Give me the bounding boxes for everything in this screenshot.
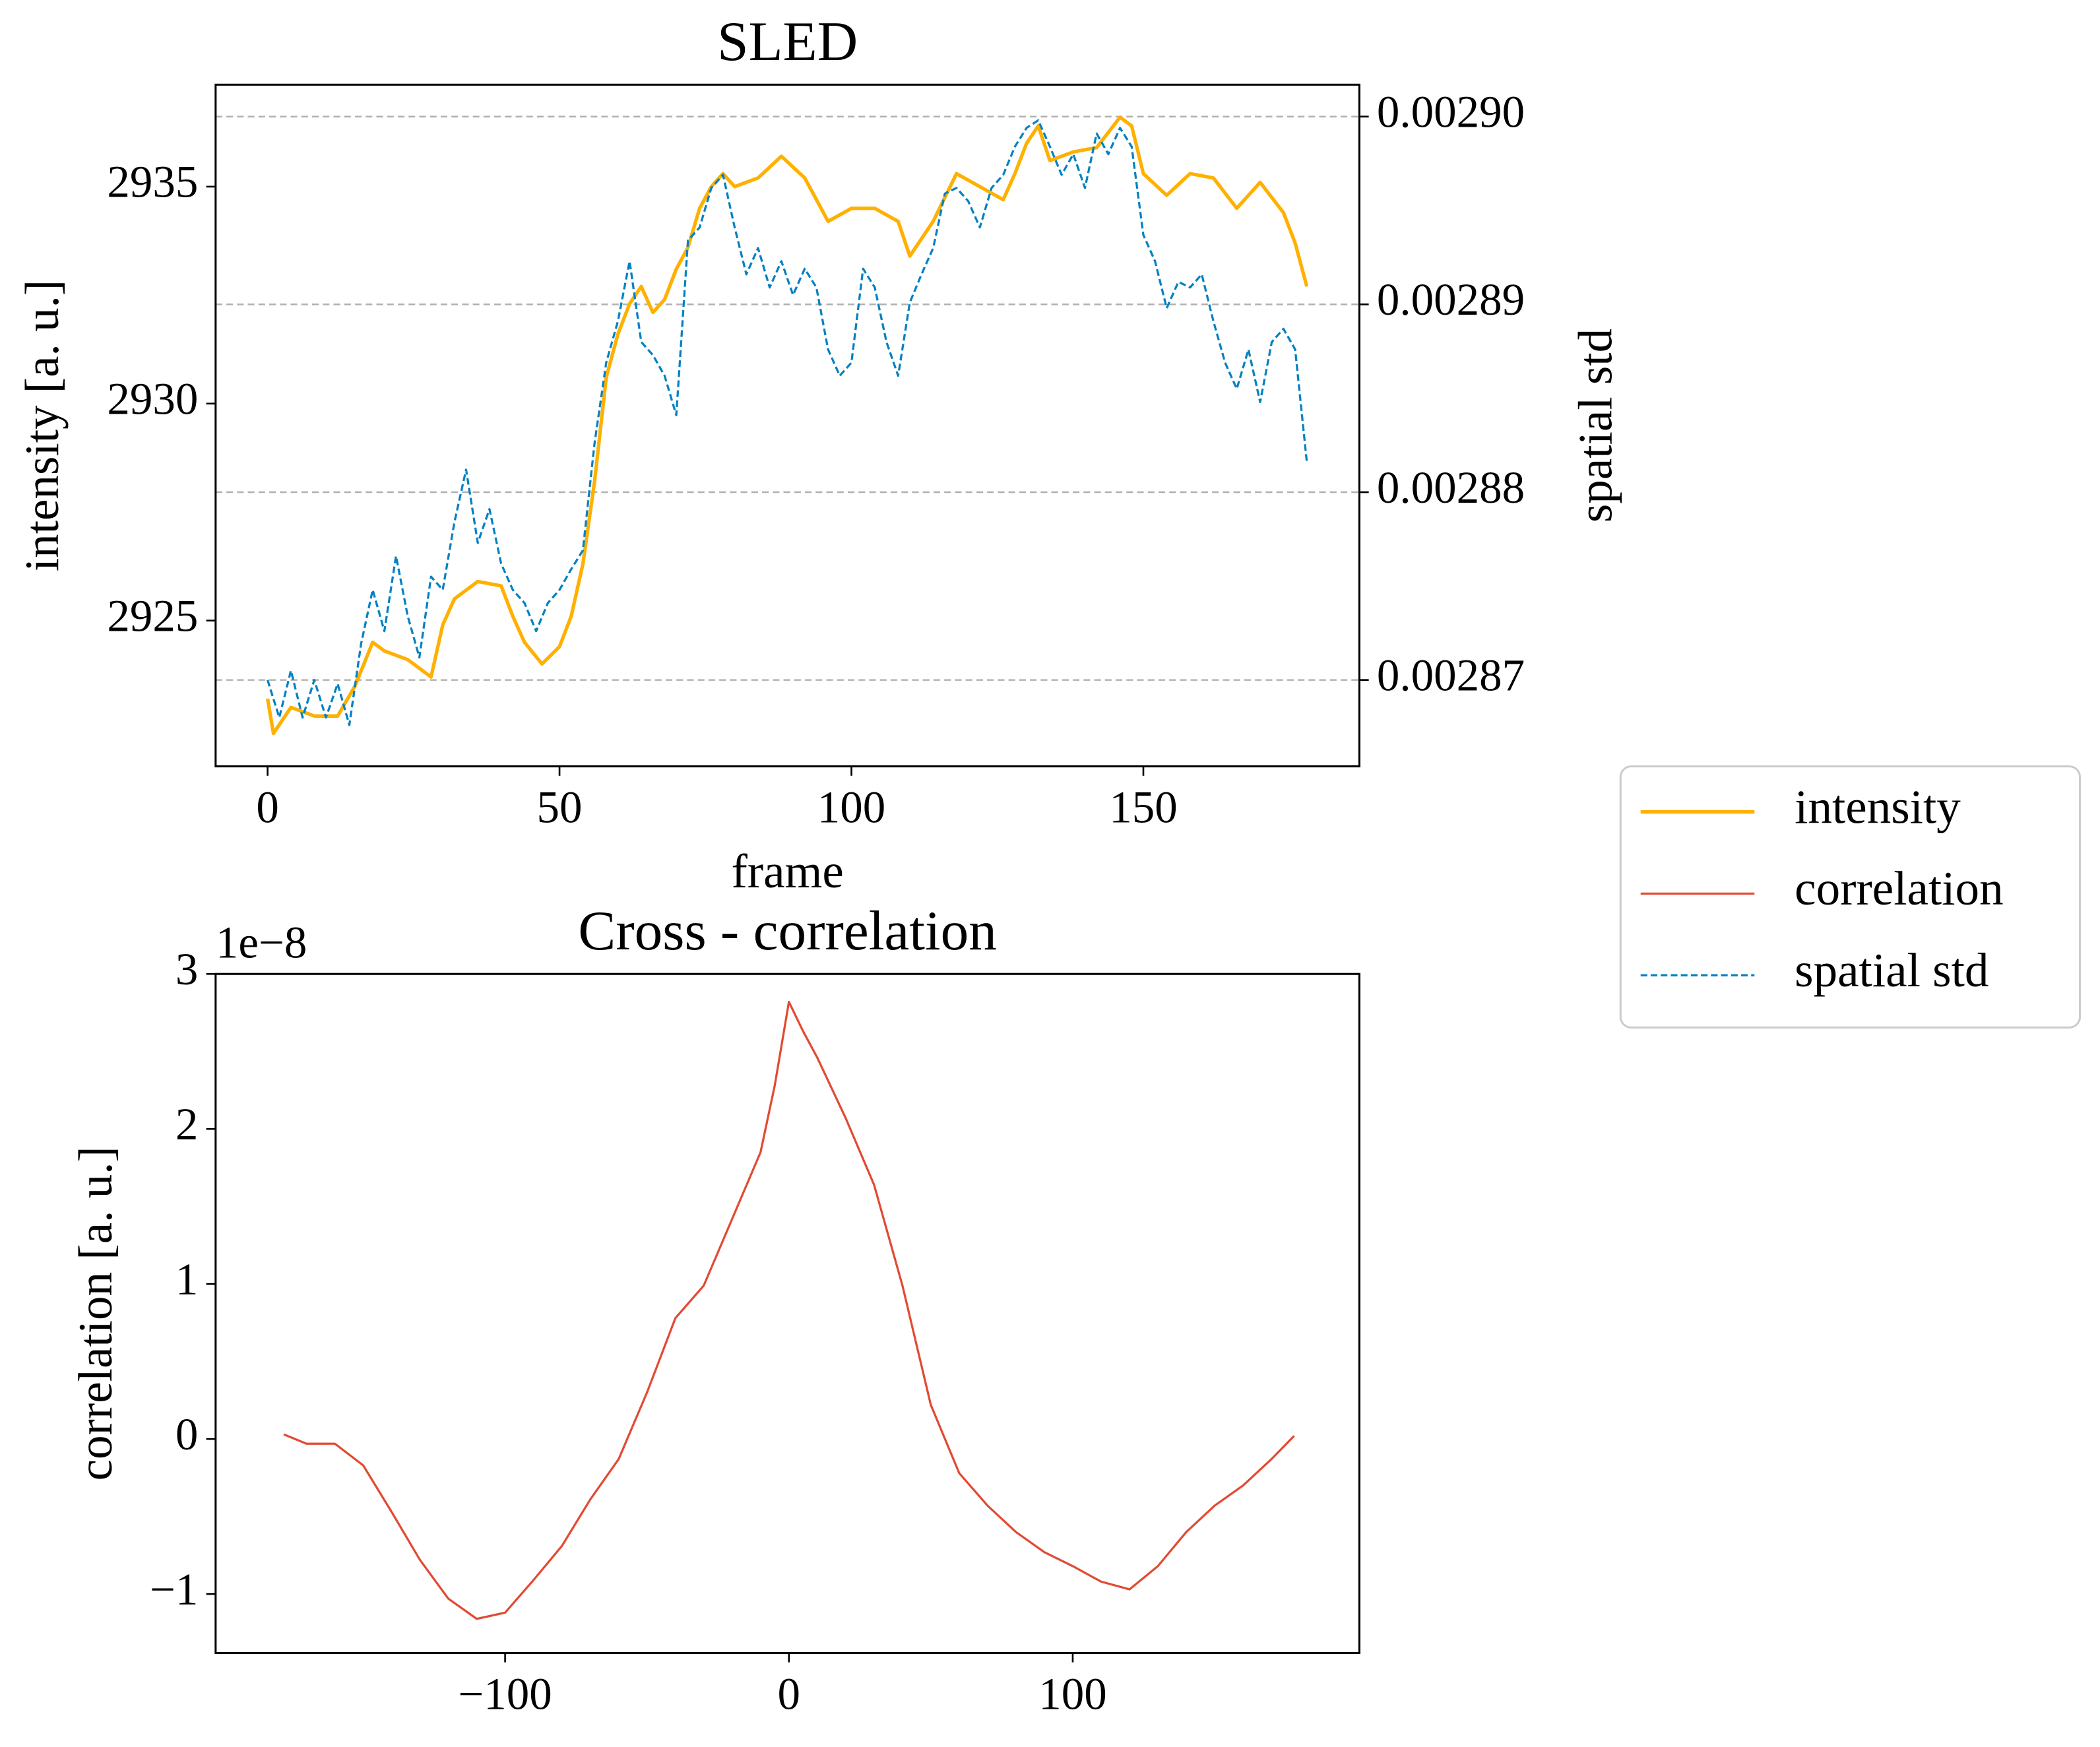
y-tick-label: 2935 [107, 157, 198, 207]
y2-tick-label: 0.00288 [1377, 462, 1525, 513]
y-tick-label: 1 [175, 1254, 199, 1304]
y-tick-label: 2 [175, 1099, 199, 1149]
legend-label: correlation [1795, 862, 2003, 915]
x-tick-label: 50 [537, 782, 583, 832]
y2-tick-label: 0.00287 [1377, 651, 1525, 701]
x-tick-label: 0 [256, 782, 279, 832]
legend-label: intensity [1795, 780, 1961, 833]
x-tick-label: −100 [458, 1668, 552, 1719]
chart-title: SLED [717, 11, 858, 73]
y-axis-label: correlation [a. u.] [69, 1146, 122, 1480]
series-line [267, 119, 1308, 726]
x-tick-label: 100 [817, 782, 885, 832]
x-tick-label: 0 [778, 1668, 801, 1719]
legend-box [1619, 765, 2082, 1029]
y-tick-label: 0 [175, 1409, 199, 1459]
y2-tick-label: 0.00290 [1377, 87, 1525, 137]
y-tick-label: 2925 [107, 590, 198, 641]
series-line [265, 115, 1309, 736]
legend-label: spatial std [1795, 943, 1989, 997]
series-line [283, 1000, 1295, 1620]
y-tick-label: 2930 [107, 374, 198, 424]
x-axis-label: frame [731, 844, 843, 898]
y-tick-label: −1 [150, 1564, 198, 1614]
y2-tick-label: 0.00289 [1377, 274, 1525, 325]
x-tick-label: 150 [1109, 782, 1178, 832]
chart-title: Cross - correlation [578, 900, 996, 962]
axes-frame [214, 972, 1360, 1654]
y2-axis-label: spatial std [1569, 329, 1622, 523]
y-tick-label: 3 [175, 944, 199, 994]
y-axis-label: intensity [a. u.] [15, 280, 69, 571]
axes-frame [214, 83, 1360, 768]
x-tick-label: 100 [1038, 1668, 1107, 1719]
offset-text: 1e−8 [216, 917, 307, 967]
